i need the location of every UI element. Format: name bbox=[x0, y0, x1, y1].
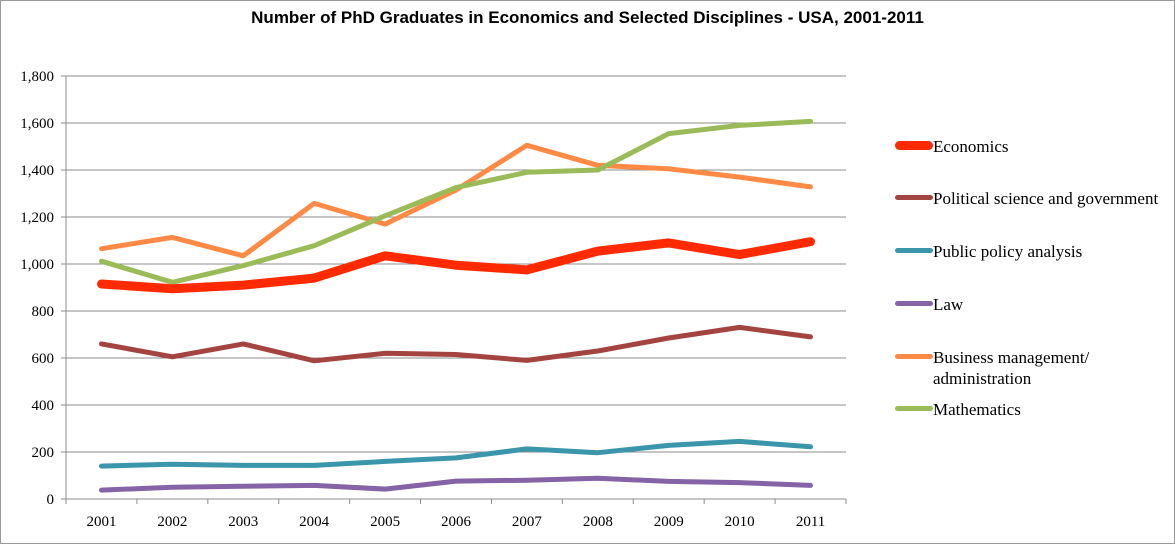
y-tick-label: 800 bbox=[32, 304, 55, 320]
legend-label: Political science and government bbox=[933, 189, 1159, 208]
y-tick-label: 1,200 bbox=[20, 210, 54, 226]
legend-swatch bbox=[895, 140, 933, 150]
x-tick-label: 2007 bbox=[512, 514, 543, 530]
chart-title: Number of PhD Graduates in Economics and… bbox=[251, 8, 924, 27]
y-tick-label: 1,600 bbox=[20, 116, 54, 132]
series-line-business-management-administration bbox=[99, 142, 813, 259]
series-line-law bbox=[99, 475, 813, 493]
x-tick-label: 2011 bbox=[796, 514, 825, 530]
x-tick-label: 2008 bbox=[583, 514, 613, 530]
y-tick-label: 1,000 bbox=[20, 257, 54, 273]
y-tick-label: 1,400 bbox=[20, 163, 54, 179]
legend-swatch bbox=[895, 247, 933, 253]
legend-label: Law bbox=[933, 295, 964, 314]
x-tick-label: 2001 bbox=[86, 514, 116, 530]
chart-legend: Economics Political science and governmen… bbox=[895, 0, 1175, 544]
y-tick-label: 0 bbox=[47, 492, 55, 508]
legend-swatch bbox=[895, 405, 933, 411]
x-tick-label: 2002 bbox=[157, 514, 187, 530]
y-tick-label: 1,800 bbox=[20, 69, 54, 85]
y-tick-label: 200 bbox=[32, 445, 55, 461]
legend-label: Mathematics bbox=[933, 400, 1021, 419]
legend-swatch bbox=[895, 300, 933, 306]
y-tick-label: 600 bbox=[32, 351, 55, 367]
legend-label: Public policy analysis bbox=[933, 242, 1083, 261]
legend-swatch bbox=[895, 194, 933, 200]
series-line-public-policy-analysis bbox=[99, 438, 813, 469]
legend-swatch bbox=[895, 353, 933, 359]
x-tick-label: 2004 bbox=[299, 514, 330, 530]
y-tick-label: 400 bbox=[32, 398, 55, 414]
x-tick-label: 2010 bbox=[725, 514, 755, 530]
legend-label: Business management/ administration bbox=[933, 348, 1090, 388]
legend-label: Economics bbox=[933, 137, 1009, 156]
x-tick-label: 2003 bbox=[228, 514, 258, 530]
x-tick-label: 2009 bbox=[654, 514, 684, 530]
series-line-economics bbox=[97, 237, 815, 294]
series-line-political-science-and-government bbox=[99, 324, 813, 364]
x-tick-label: 2005 bbox=[370, 514, 400, 530]
series-line-mathematics bbox=[99, 118, 813, 285]
x-tick-label: 2006 bbox=[441, 514, 472, 530]
